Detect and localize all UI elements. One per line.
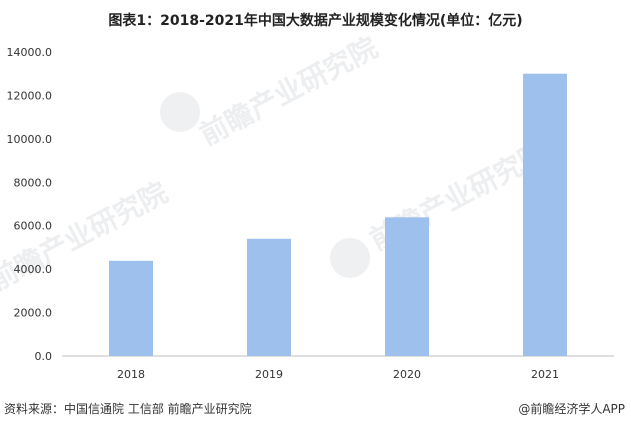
x-tick-label: 2020 xyxy=(393,368,421,381)
y-tick-label: 14000.0 xyxy=(7,46,53,59)
bar-chart: 0.0 2000.0 4000.0 6000.0 8000.0 10000.0 12000.… xyxy=(7,46,614,381)
bar-2018 xyxy=(109,260,153,356)
x-tick-label: 2018 xyxy=(117,368,145,381)
credit-note: @前瞻经济学人APP xyxy=(518,402,625,416)
x-tick-label: 2021 xyxy=(531,368,559,381)
x-tick-label: 2019 xyxy=(255,368,283,381)
y-tick-label: 0.0 xyxy=(35,350,53,363)
bar-2019 xyxy=(247,238,291,356)
y-tick-label: 10000.0 xyxy=(7,133,53,146)
source-note: 资料来源：中国信通院 工信部 前瞻产业研究院 xyxy=(4,402,252,416)
y-tick-label: 12000.0 xyxy=(7,89,53,102)
bar-2021 xyxy=(523,73,567,356)
y-tick-label: 4000.0 xyxy=(14,263,53,276)
y-tick-label: 2000.0 xyxy=(14,307,53,320)
y-tick-label: 6000.0 xyxy=(14,220,53,233)
chart-title: 图表1：2018-2021年中国大数据产业规模变化情况(单位：亿元) xyxy=(108,13,523,29)
bar-2020 xyxy=(385,217,429,356)
y-tick-label: 8000.0 xyxy=(14,176,53,189)
